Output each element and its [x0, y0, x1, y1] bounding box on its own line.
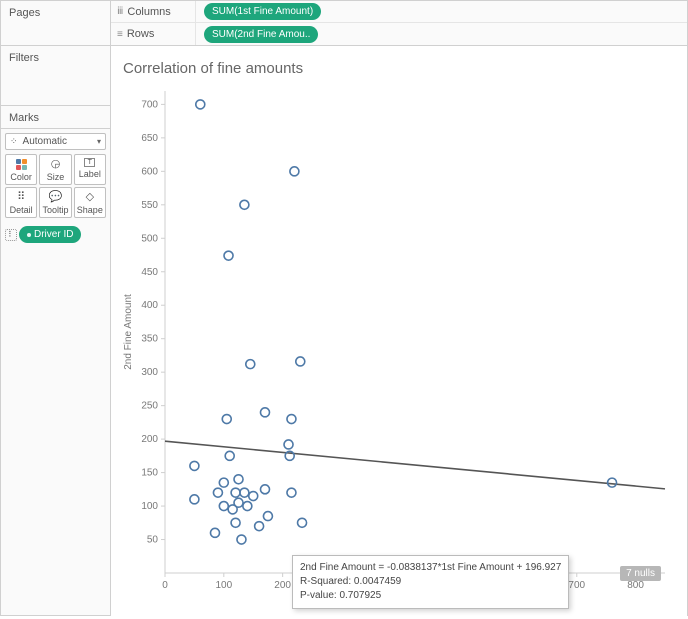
detail-pill[interactable]: Driver ID: [19, 226, 81, 243]
svg-text:200: 200: [274, 580, 291, 591]
detail-pill-label: Driver ID: [34, 228, 73, 241]
svg-text:100: 100: [141, 501, 158, 512]
mark-detail-label: Detail: [10, 205, 33, 215]
nulls-badge[interactable]: 7 nulls: [620, 566, 661, 581]
mark-tooltip-button[interactable]: 💬 Tooltip: [39, 187, 71, 218]
svg-text:350: 350: [141, 334, 158, 345]
marks-grid: Color ◶ Size T Label ⠿ Detail 💬 Tooltip: [5, 154, 106, 218]
label-icon: T: [84, 158, 95, 167]
columns-label-text: Columns: [127, 6, 170, 18]
shape-icon: ◇: [86, 191, 94, 203]
tooltip-line-3: P-value: 0.707925: [300, 589, 561, 603]
automatic-icon: ⁘: [10, 136, 19, 147]
left-panel: Pages Filters Marks ⁘ Automatic Color ◶ …: [1, 1, 111, 615]
rows-shelf[interactable]: ≡ Rows SUM(2nd Fine Amou..: [111, 23, 687, 45]
pages-title: Pages: [9, 7, 102, 19]
svg-text:100: 100: [215, 580, 232, 591]
color-icon: [16, 158, 27, 170]
svg-text:500: 500: [141, 233, 158, 244]
viz-area: Correlation of fine amounts 50 100 150 200 2…: [111, 46, 687, 619]
rows-pill[interactable]: SUM(2nd Fine Amou..: [204, 26, 318, 43]
scatter-chart[interactable]: 50 100 150 200 250 300 350 400 450 500 550 600 650 70…: [117, 85, 677, 615]
mark-detail-button[interactable]: ⠿ Detail: [5, 187, 37, 218]
marks-title: Marks: [1, 106, 110, 129]
rows-pill-label: SUM(2nd Fine Amou..: [212, 28, 310, 41]
tooltip-line-1: 2nd Fine Amount = -0.0838137*1st Fine Am…: [300, 561, 561, 575]
svg-text:700: 700: [141, 99, 158, 110]
filters-title: Filters: [9, 52, 102, 64]
rows-shelf-label: ≡ Rows: [117, 28, 195, 40]
mark-size-label: Size: [47, 172, 65, 182]
svg-text:400: 400: [141, 300, 158, 311]
svg-text:450: 450: [141, 267, 158, 278]
svg-text:250: 250: [141, 401, 158, 412]
svg-text:650: 650: [141, 133, 158, 144]
pill-dot-icon: [27, 233, 31, 237]
columns-pill-label: SUM(1st Fine Amount): [212, 5, 313, 18]
svg-text:200: 200: [141, 434, 158, 445]
size-icon: ◶: [51, 158, 61, 170]
right-panel: ⅲ Columns SUM(1st Fine Amount) ≡ Rows SU…: [111, 1, 687, 615]
svg-text:600: 600: [141, 166, 158, 177]
chart-title: Correlation of fine amounts: [123, 60, 677, 77]
columns-pill[interactable]: SUM(1st Fine Amount): [204, 3, 321, 20]
detail-pill-row: ⠇ Driver ID: [1, 226, 110, 247]
columns-icon: ⅲ: [117, 6, 123, 17]
chart-area: 50 100 150 200 250 300 350 400 450 500 550 600 650 70…: [117, 85, 677, 615]
svg-text:550: 550: [141, 200, 158, 211]
svg-text:50: 50: [147, 535, 159, 546]
shelves: ⅲ Columns SUM(1st Fine Amount) ≡ Rows SU…: [111, 1, 687, 46]
marks-panel: ⁘ Automatic Color ◶ Size T Label: [1, 129, 110, 222]
mark-color-label: Color: [10, 172, 32, 182]
mark-label-label: Label: [79, 169, 101, 179]
svg-text:150: 150: [141, 468, 158, 479]
rows-shelf-content: SUM(2nd Fine Amou..: [195, 23, 681, 45]
app-root: Pages Filters Marks ⁘ Automatic Color ◶ …: [0, 0, 688, 616]
columns-shelf-content: SUM(1st Fine Amount): [195, 1, 681, 22]
tooltip-line-2: R-Squared: 0.0047459: [300, 575, 561, 589]
mark-label-button[interactable]: T Label: [74, 154, 106, 185]
svg-text:800: 800: [627, 580, 644, 591]
columns-shelf-label: ⅲ Columns: [117, 6, 195, 18]
svg-text:2nd Fine Amount: 2nd Fine Amount: [123, 294, 134, 370]
mark-tooltip-label: Tooltip: [42, 205, 68, 215]
marks-type-dropdown[interactable]: ⁘ Automatic: [5, 133, 106, 150]
trend-tooltip: 2nd Fine Amount = -0.0838137*1st Fine Am…: [292, 555, 569, 609]
pages-panel: Pages: [1, 1, 110, 46]
columns-shelf[interactable]: ⅲ Columns SUM(1st Fine Amount): [111, 1, 687, 23]
detail-icon: ⠿: [17, 191, 25, 203]
mark-size-button[interactable]: ◶ Size: [39, 154, 71, 185]
mark-shape-label: Shape: [77, 205, 103, 215]
rows-icon: ≡: [117, 29, 123, 40]
svg-text:300: 300: [141, 367, 158, 378]
rows-label-text: Rows: [127, 28, 155, 40]
mark-shape-button[interactable]: ◇ Shape: [74, 187, 106, 218]
marks-type-label: Automatic: [23, 136, 67, 147]
tooltip-icon: 💬: [49, 191, 63, 203]
svg-text:0: 0: [162, 580, 168, 591]
detail-shelf-icon: ⠇: [5, 229, 17, 241]
mark-color-button[interactable]: Color: [5, 154, 37, 185]
svg-text:700: 700: [568, 580, 585, 591]
filters-panel: Filters: [1, 46, 110, 106]
